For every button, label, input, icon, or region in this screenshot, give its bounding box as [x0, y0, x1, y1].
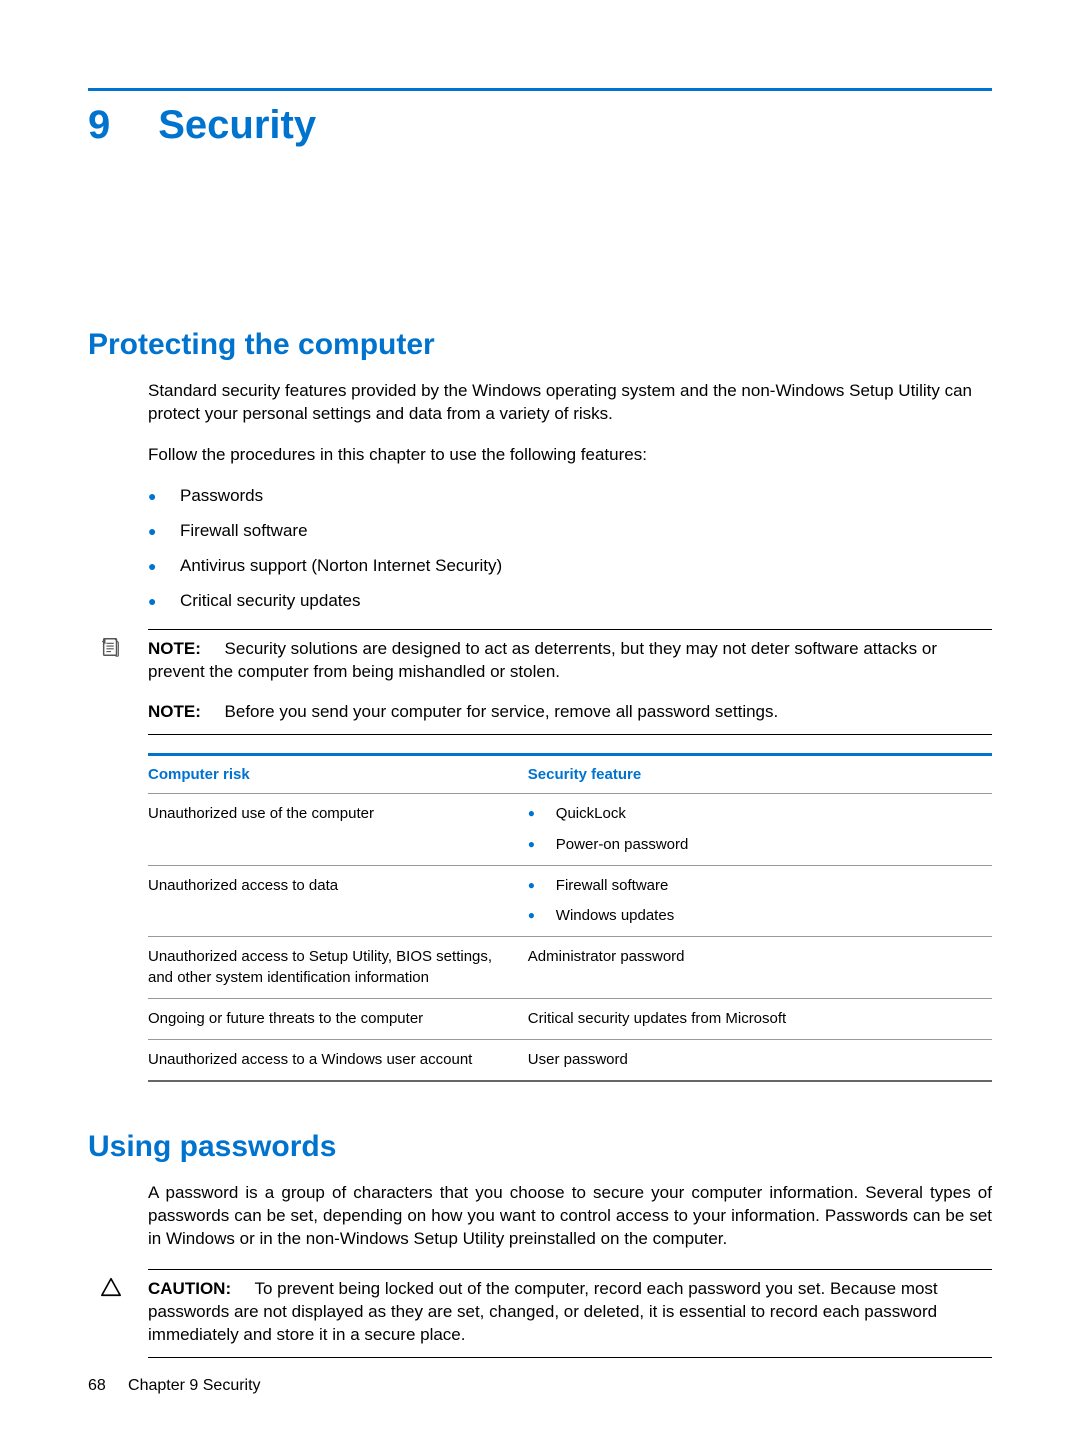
- feature-bullet-list: ● Passwords ● Firewall software ● Antivi…: [148, 485, 992, 613]
- bullet-text: Antivirus support (Norton Internet Secur…: [180, 555, 502, 578]
- table-header-risk: Computer risk: [148, 755, 528, 794]
- risk-cell: Unauthorized access to data: [148, 865, 528, 937]
- bullet-icon: ●: [528, 876, 536, 896]
- feature-text: Windows updates: [556, 906, 674, 926]
- caution-block: CAUTION: To prevent being locked out of …: [148, 1269, 992, 1358]
- note-block: NOTE: Security solutions are designed to…: [148, 629, 992, 736]
- list-item: ● Firewall software: [148, 520, 992, 543]
- bullet-icon: ●: [528, 804, 536, 824]
- caution-text: To prevent being locked out of the compu…: [148, 1279, 938, 1344]
- table-row: Unauthorized access to a Windows user ac…: [148, 1040, 992, 1082]
- chapter-number: 9: [88, 103, 110, 148]
- table-row: Unauthorized use of the computer ● QuickL…: [148, 794, 992, 866]
- bullet-icon: ●: [148, 590, 158, 612]
- note-label: NOTE:: [148, 702, 201, 721]
- table-row: Unauthorized access to Setup Utility, BI…: [148, 937, 992, 999]
- feature-cell: Critical security updates from Microsoft: [528, 998, 992, 1039]
- section-passwords-heading: Using passwords: [88, 1130, 992, 1164]
- note2-line: NOTE: Before you send your computer for …: [148, 701, 992, 724]
- chapter-title: Security: [158, 103, 316, 148]
- note1-text: Security solutions are designed to act a…: [148, 639, 937, 681]
- section1-para1: Standard security features provided by t…: [148, 380, 992, 426]
- feature-cell: ● Firewall software ● Windows updates: [528, 865, 992, 937]
- bullet-icon: ●: [148, 485, 158, 507]
- bullet-text: Passwords: [180, 485, 263, 508]
- table-row: Ongoing or future threats to the compute…: [148, 998, 992, 1039]
- feature-cell: Administrator password: [528, 937, 992, 999]
- page-footer: 68 Chapter 9 Security: [88, 1377, 261, 1395]
- bullet-icon: ●: [148, 520, 158, 542]
- top-rule: [88, 88, 992, 91]
- footer-chapter: Chapter 9 Security: [128, 1377, 261, 1394]
- list-item: ● Critical security updates: [148, 590, 992, 613]
- risk-table: Computer risk Security feature Unauthori…: [148, 753, 992, 1082]
- note-label: NOTE:: [148, 639, 201, 658]
- risk-cell: Unauthorized access to a Windows user ac…: [148, 1040, 528, 1082]
- bullet-icon: ●: [148, 555, 158, 577]
- chapter-heading: 9 Security: [88, 103, 992, 148]
- section2-para1: A password is a group of characters that…: [148, 1182, 992, 1251]
- risk-cell: Unauthorized access to Setup Utility, BI…: [148, 937, 528, 999]
- table-header-feature: Security feature: [528, 755, 992, 794]
- bullet-icon: ●: [528, 906, 536, 926]
- feature-text: Power-on password: [556, 835, 689, 855]
- list-item: ● Passwords: [148, 485, 992, 508]
- caution-label: CAUTION:: [148, 1279, 231, 1298]
- note1-line: NOTE: Security solutions are designed to…: [148, 638, 992, 684]
- note-icon: [100, 636, 122, 658]
- risk-cell: Ongoing or future threats to the compute…: [148, 998, 528, 1039]
- feature-cell: ● QuickLock ● Power-on password: [528, 794, 992, 866]
- note2-text: Before you send your computer for servic…: [225, 702, 779, 721]
- caution-icon: [100, 1276, 122, 1298]
- list-item: ● Antivirus support (Norton Internet Sec…: [148, 555, 992, 578]
- bullet-text: Critical security updates: [180, 590, 360, 613]
- feature-cell: User password: [528, 1040, 992, 1082]
- page-number: 68: [88, 1377, 106, 1394]
- bullet-icon: ●: [528, 835, 536, 855]
- feature-text: Firewall software: [556, 876, 669, 896]
- page-container: 9 Security Protecting the computer Stand…: [0, 0, 1080, 1437]
- section-protecting-heading: Protecting the computer: [88, 328, 992, 362]
- risk-cell: Unauthorized use of the computer: [148, 794, 528, 866]
- section1-para2: Follow the procedures in this chapter to…: [148, 444, 992, 467]
- feature-text: QuickLock: [556, 804, 626, 824]
- table-row: Unauthorized access to data ● Firewall so…: [148, 865, 992, 937]
- bullet-text: Firewall software: [180, 520, 308, 543]
